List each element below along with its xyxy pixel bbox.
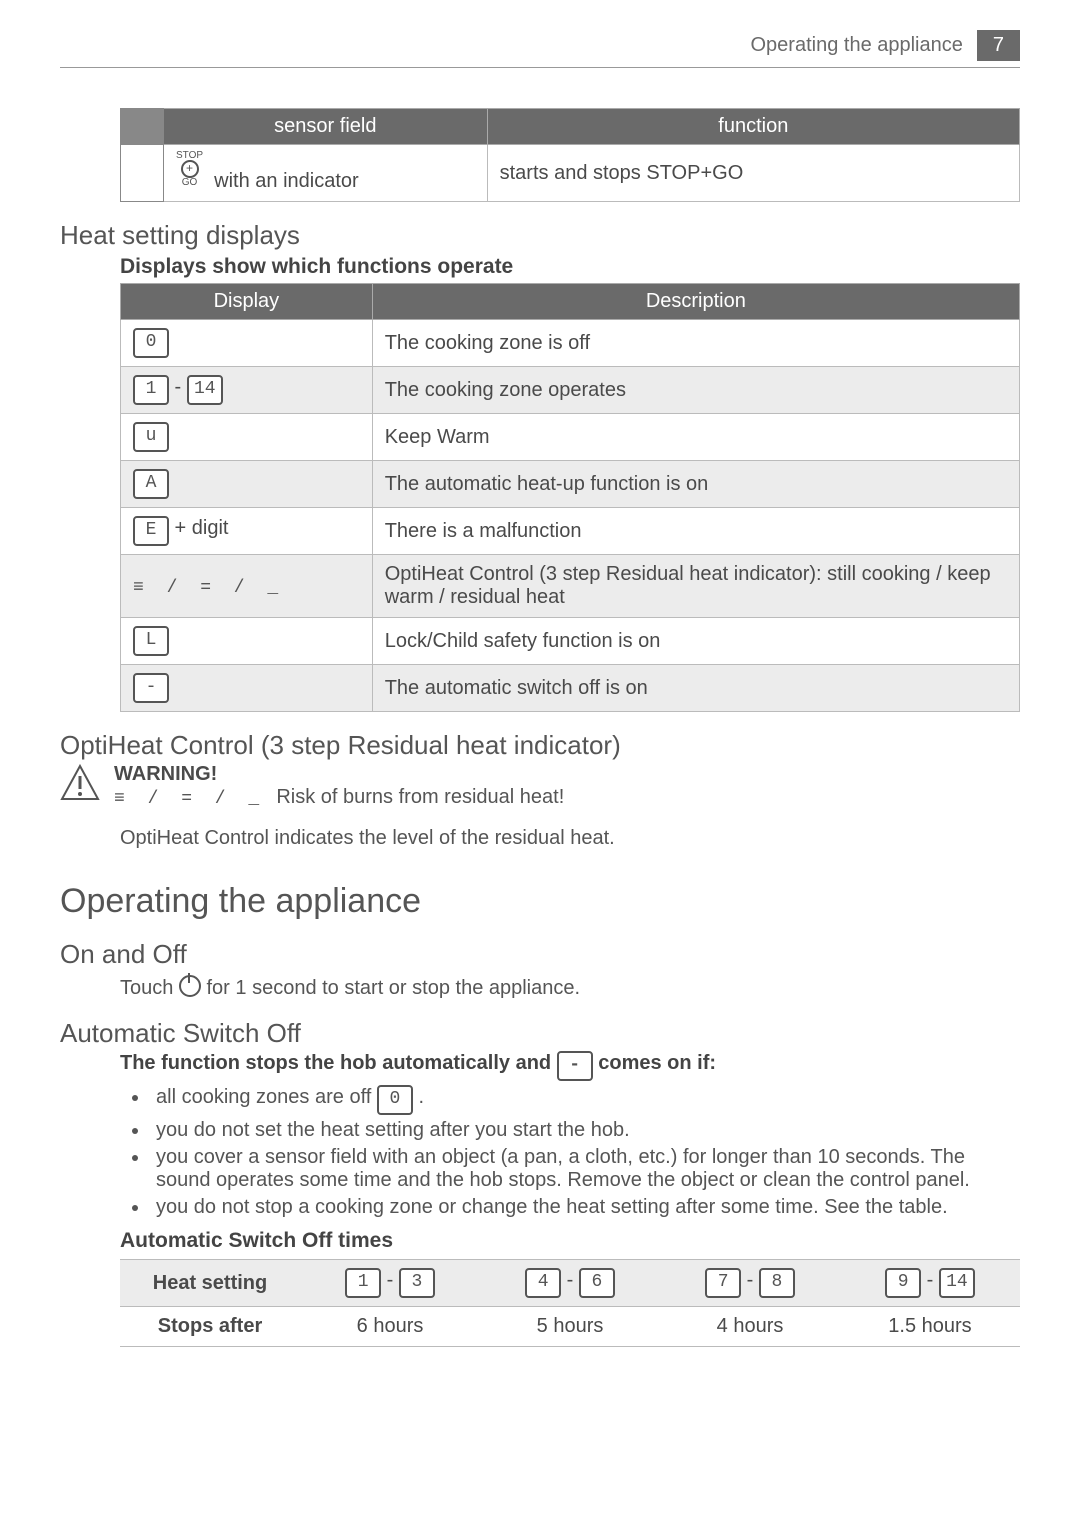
heat-setting-table: Display Description 0The cooking zone is… — [120, 283, 1020, 712]
description-cell: The cooking zone is off — [372, 320, 1019, 367]
display-cell: ≡ / = / _ — [121, 555, 373, 618]
col-function: function — [487, 109, 1019, 145]
on-off-title: On and Off — [60, 939, 1020, 970]
display-cell: L — [121, 618, 373, 665]
times-table: Heat setting 1 - 3 4 - 6 7 - 8 9 - 14 St… — [120, 1259, 1020, 1347]
description-cell: Lock/Child safety function is on — [372, 618, 1019, 665]
times-cell: 5 hours — [480, 1307, 660, 1347]
display-cell: E + digit — [121, 508, 373, 555]
times-cell: 9 - 14 — [840, 1260, 1020, 1307]
times-cell: 1.5 hours — [840, 1307, 1020, 1347]
warning-glyphs: ≡ / = / _ — [114, 789, 265, 809]
times-cell: 4 - 6 — [480, 1260, 660, 1307]
running-title: Operating the appliance — [751, 34, 963, 57]
description-cell: The cooking zone operates — [372, 367, 1019, 414]
sensor-field-cell: STOP+GO with an indicator — [164, 145, 488, 202]
auto-off-title: Automatic Switch Off — [60, 1018, 1020, 1049]
description-cell: Keep Warm — [372, 414, 1019, 461]
display-cell: A — [121, 461, 373, 508]
description-cell: OptiHeat Control (3 step Residual heat i… — [372, 555, 1019, 618]
optiheat-body: OptiHeat Control indicates the level of … — [120, 827, 1020, 850]
warning-line: ≡ / = / _ Risk of burns from residual he… — [114, 786, 564, 809]
sensor-field-text: with an indicator — [214, 170, 359, 192]
page-number: 7 — [977, 30, 1020, 61]
description-cell: The automatic heat-up function is on — [372, 461, 1019, 508]
sensor-field-table-wrap: sensor field function 12 STOP+GO with an… — [120, 108, 1020, 202]
display-cell: 0 — [121, 320, 373, 367]
display-cell: 1 - 14 — [121, 367, 373, 414]
warning-icon — [60, 763, 100, 809]
times-cell: 7 - 8 — [660, 1260, 840, 1307]
operating-title: Operating the appliance — [60, 882, 1020, 921]
sensor-field-table: sensor field function 12 STOP+GO with an… — [120, 108, 1020, 202]
times-cell: 4 hours — [660, 1307, 840, 1347]
list-item: all cooking zones are off 0 . — [150, 1085, 1020, 1115]
col-display: Display — [121, 284, 373, 320]
list-item: you do not stop a cooking zone or change… — [150, 1196, 1020, 1219]
optiheat-title: OptiHeat Control (3 step Residual heat i… — [60, 730, 1020, 761]
auto-off-lead: The function stops the hob automatically… — [120, 1051, 1020, 1081]
times-row1-label: Heat setting — [120, 1260, 300, 1307]
function-cell: starts and stops STOP+GO — [487, 145, 1019, 202]
col-sensor-field: sensor field — [164, 109, 488, 145]
times-title: Automatic Switch Off times — [120, 1229, 1020, 1253]
times-row2-label: Stops after — [120, 1307, 300, 1347]
times-cell: 6 hours — [300, 1307, 480, 1347]
heat-setting-subtitle: Displays show which functions operate — [120, 255, 1020, 279]
row-number: 12 — [121, 145, 164, 202]
times-cell: 1 - 3 — [300, 1260, 480, 1307]
warning-text: Risk of burns from residual heat! — [276, 786, 564, 808]
list-item: you cover a sensor field with an object … — [150, 1146, 1020, 1192]
description-cell: The automatic switch off is on — [372, 665, 1019, 712]
numcol-header — [121, 109, 164, 145]
auto-off-lead-before: The function stops the hob automatically… — [120, 1052, 557, 1074]
heat-setting-title: Heat setting displays — [60, 220, 1020, 251]
power-icon — [179, 975, 201, 997]
description-cell: There is a malfunction — [372, 508, 1019, 555]
stop-go-icon: STOP+GO — [176, 151, 203, 187]
display-cell: u — [121, 414, 373, 461]
on-off-after: for 1 second to start or stop the applia… — [201, 977, 580, 999]
auto-off-bullets: all cooking zones are off 0 . you do not … — [150, 1085, 1020, 1219]
col-description: Description — [372, 284, 1019, 320]
on-off-before: Touch — [120, 977, 179, 999]
on-off-line: Touch for 1 second to start or stop the … — [120, 972, 1020, 1000]
running-header: Operating the appliance 7 — [60, 30, 1020, 68]
list-item: you do not set the heat setting after yo… — [150, 1119, 1020, 1142]
auto-off-lead-glyph: - — [557, 1051, 593, 1081]
display-cell: - — [121, 665, 373, 712]
auto-off-lead-after: comes on if: — [593, 1052, 716, 1074]
warning-label: WARNING! — [114, 763, 564, 786]
